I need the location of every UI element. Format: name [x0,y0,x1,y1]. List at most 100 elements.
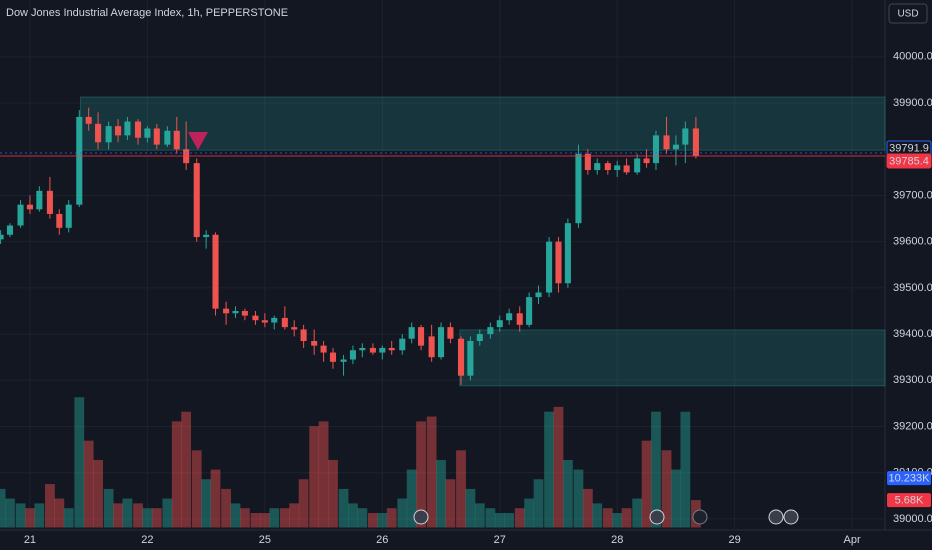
candle-body [652,135,660,164]
event-icon[interactable] [692,509,708,525]
volume-bar [151,508,162,528]
volume-bar [133,503,143,528]
volume-bar [651,411,661,528]
volume-bar [621,508,632,528]
x-tick-label: 26 [376,534,388,546]
volume-bar [348,503,358,528]
candle-body [153,128,160,145]
volume-bar [436,459,446,528]
volume-bar [54,498,65,528]
volume-bar [142,508,153,528]
volume-bar [661,450,672,528]
candle-body [173,130,180,150]
y-tick-label: 39400.0 [893,328,932,340]
y-tick-label: 39500.0 [893,282,932,294]
candle-body [457,338,465,376]
volume-bar [553,406,564,528]
candle-body [6,225,14,235]
y-tick-label: 39200.0 [893,420,932,432]
volume-bar [230,503,241,528]
volume-bar [210,469,221,528]
event-icon[interactable] [413,509,429,525]
candle-body [388,347,395,351]
volume-bar [465,488,476,528]
candle-body [399,338,406,351]
volume-bar [377,513,388,528]
candle-body [682,128,689,145]
candle-body [447,327,454,339]
currency-label[interactable]: USD [897,9,918,20]
candle-body [115,126,122,136]
volume-bar [671,469,681,528]
event-icon[interactable] [768,509,784,525]
candle-body [223,308,230,314]
volume-bar [259,513,270,528]
candle-body [300,329,307,342]
candle-body [594,163,601,171]
candle-body [526,297,533,325]
volume-bar [632,498,643,528]
event-icons [413,509,799,525]
price-label-box [886,153,932,169]
volume-bar [680,411,691,528]
candle-body [634,158,641,173]
y-tick-label: 39000.0 [893,513,932,525]
volume-bar [279,508,290,528]
volume-label: 10.233K [889,473,931,485]
volume-bar [103,488,114,528]
volume-bar [386,508,397,528]
candle-body [0,234,4,240]
price-label: 39791.9 [889,142,929,154]
volume-bar [328,459,338,528]
volume-bar [269,508,280,528]
volume-bar [445,479,456,528]
candle-body [124,121,131,136]
candle-body [252,315,259,321]
candle-body [281,317,288,328]
volume-label-box [887,471,931,486]
volume-bar [83,440,94,528]
volume-bar [573,469,584,528]
volume-bar [494,513,505,528]
candle-body [555,241,562,284]
volume-bar [612,513,623,528]
event-icon[interactable] [783,509,799,525]
x-tick-label: 22 [141,534,153,546]
volume-bar [592,503,603,528]
candle-body [672,144,679,150]
event-icon[interactable] [649,509,665,525]
volume-bar [45,484,55,528]
candle-body [487,327,494,335]
candle-body [241,310,248,316]
volume-bar [426,416,437,528]
candle-body [614,165,621,171]
grid-layer [0,0,885,530]
candle-body [359,347,366,351]
candle-body [437,327,445,358]
candle-body [203,234,210,238]
candle-body [340,359,347,362]
volume-bar [15,503,26,528]
currency-button[interactable] [888,3,928,24]
volume-bar [485,508,496,528]
volume-bar [5,498,15,528]
volume-bar [406,469,417,528]
candle-body [535,292,542,298]
candle-body [496,320,503,328]
axis-layer: 39000.039100.039200.039300.039400.039500… [0,51,932,546]
volume-bar [562,459,573,528]
candle-body [408,327,415,339]
candle-body [17,204,24,226]
candle-body [46,190,53,214]
volume-bar [74,397,85,528]
candle-body [584,153,591,171]
candle-body [379,347,386,353]
x-tick-label: 28 [611,534,623,546]
x-tick-label: 29 [729,534,741,546]
volume-bar [298,479,309,528]
candle-body [663,135,670,150]
candle-body [320,345,327,353]
y-tick-label: 39700.0 [893,189,932,201]
